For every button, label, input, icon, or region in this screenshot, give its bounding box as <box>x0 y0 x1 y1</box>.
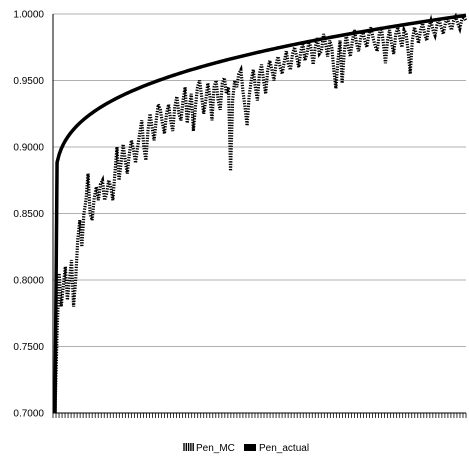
series-line-pen-actual <box>53 13 467 414</box>
y-tick-label: 0.7000 <box>13 409 44 420</box>
legend-label-pen-mc: Pen_MC <box>196 443 235 454</box>
y-axis-tick-labels: 1.0000 0.9500 0.9000 0.8500 0.8000 0.7500 0.70… <box>13 10 44 420</box>
y-tick-label: 0.9000 <box>13 143 44 154</box>
series-line-pen-mc <box>53 12 468 414</box>
legend-swatch-pen-mc <box>183 443 194 451</box>
y-tick-label: 0.7500 <box>13 342 44 353</box>
legend-item-pen-actual: Pen_actual <box>244 443 309 454</box>
y-tick-label: 1.0000 <box>13 10 44 21</box>
legend-item-pen-mc: Pen_MC <box>183 443 235 454</box>
series-lines <box>53 12 468 414</box>
legend: Pen_MC Pen_actual <box>183 443 309 454</box>
x-axis <box>52 14 467 418</box>
grid-lines <box>53 13 466 414</box>
y-tick-label: 0.9500 <box>13 76 44 87</box>
legend-swatch-pen-actual <box>244 444 256 451</box>
y-tick-label: 0.8500 <box>13 209 44 220</box>
legend-label-pen-actual: Pen_actual <box>259 443 309 454</box>
y-tick-label: 0.8000 <box>13 276 44 287</box>
